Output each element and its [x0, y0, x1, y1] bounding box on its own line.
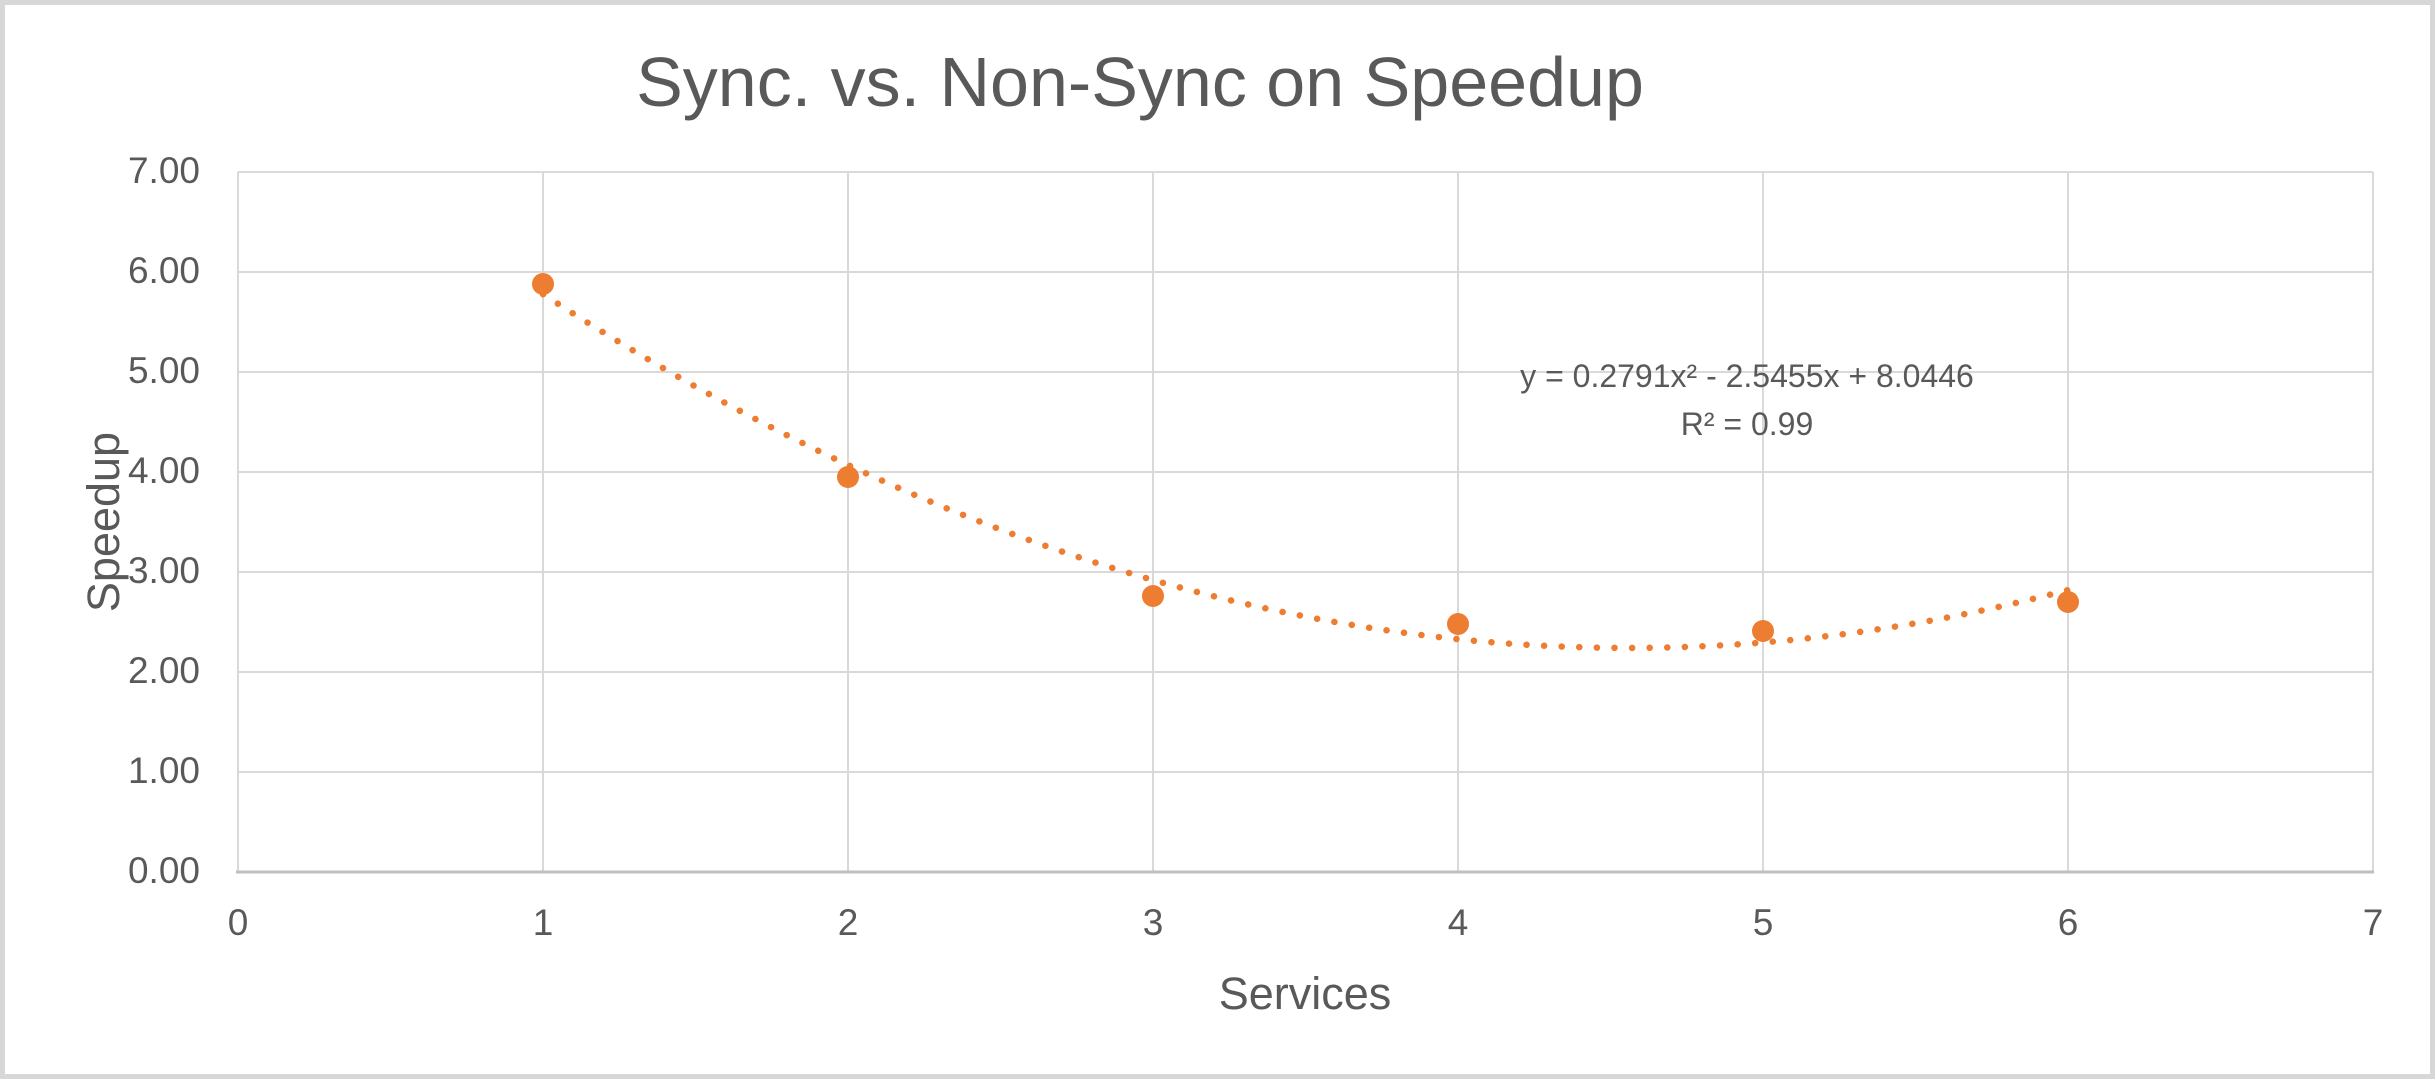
trendline-r-squared: R² = 0.99: [1680, 406, 1814, 442]
trendline-equation: y = 0.2791x² - 2.5455x + 8.0446: [1520, 358, 1974, 394]
x-tick-label: 1: [532, 902, 554, 943]
y-tick-label: 2.00: [127, 650, 200, 692]
x-axis-title: Services: [1218, 968, 1392, 1019]
y-tick-label: 5.00: [127, 350, 200, 392]
y-tick-label: 4.00: [127, 450, 200, 492]
y-tick-label: 0.00: [127, 850, 200, 892]
x-tick-label: 3: [1142, 902, 1164, 943]
y-tick-label: 7.00: [127, 150, 200, 192]
data-point-marker: [837, 466, 859, 488]
x-tick-label: 6: [2057, 902, 2079, 943]
data-point-marker: [1142, 585, 1164, 607]
y-tick-label: 1.00: [127, 750, 200, 792]
x-tick-label: 5: [1752, 902, 1774, 943]
chart-title: Sync. vs. Non-Sync on Speedup: [636, 43, 1644, 121]
data-point-marker: [532, 273, 554, 295]
x-tick-label: 4: [1447, 902, 1469, 943]
data-point-marker: [1752, 620, 1774, 642]
x-tick-label: 0: [227, 902, 249, 943]
data-point-marker: [1447, 613, 1469, 635]
y-tick-label: 3.00: [127, 550, 200, 592]
trendline-annotation: y = 0.2791x² - 2.5455x + 8.0446 R² = 0.9…: [1397, 352, 2097, 448]
x-tick-label: 2: [837, 902, 859, 943]
x-tick-label: 7: [2362, 902, 2384, 943]
y-tick-label: 6.00: [127, 250, 200, 292]
data-point-marker: [2057, 591, 2079, 613]
